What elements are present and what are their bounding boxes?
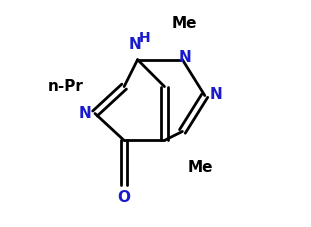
Text: N: N <box>129 37 142 52</box>
Text: N: N <box>209 87 222 102</box>
Text: Me: Me <box>188 160 213 175</box>
Text: O: O <box>118 190 131 205</box>
Text: Me: Me <box>172 16 197 31</box>
Text: N: N <box>78 106 91 121</box>
Text: N: N <box>178 50 191 65</box>
Text: H: H <box>138 31 150 45</box>
Text: n-Pr: n-Pr <box>48 79 84 94</box>
